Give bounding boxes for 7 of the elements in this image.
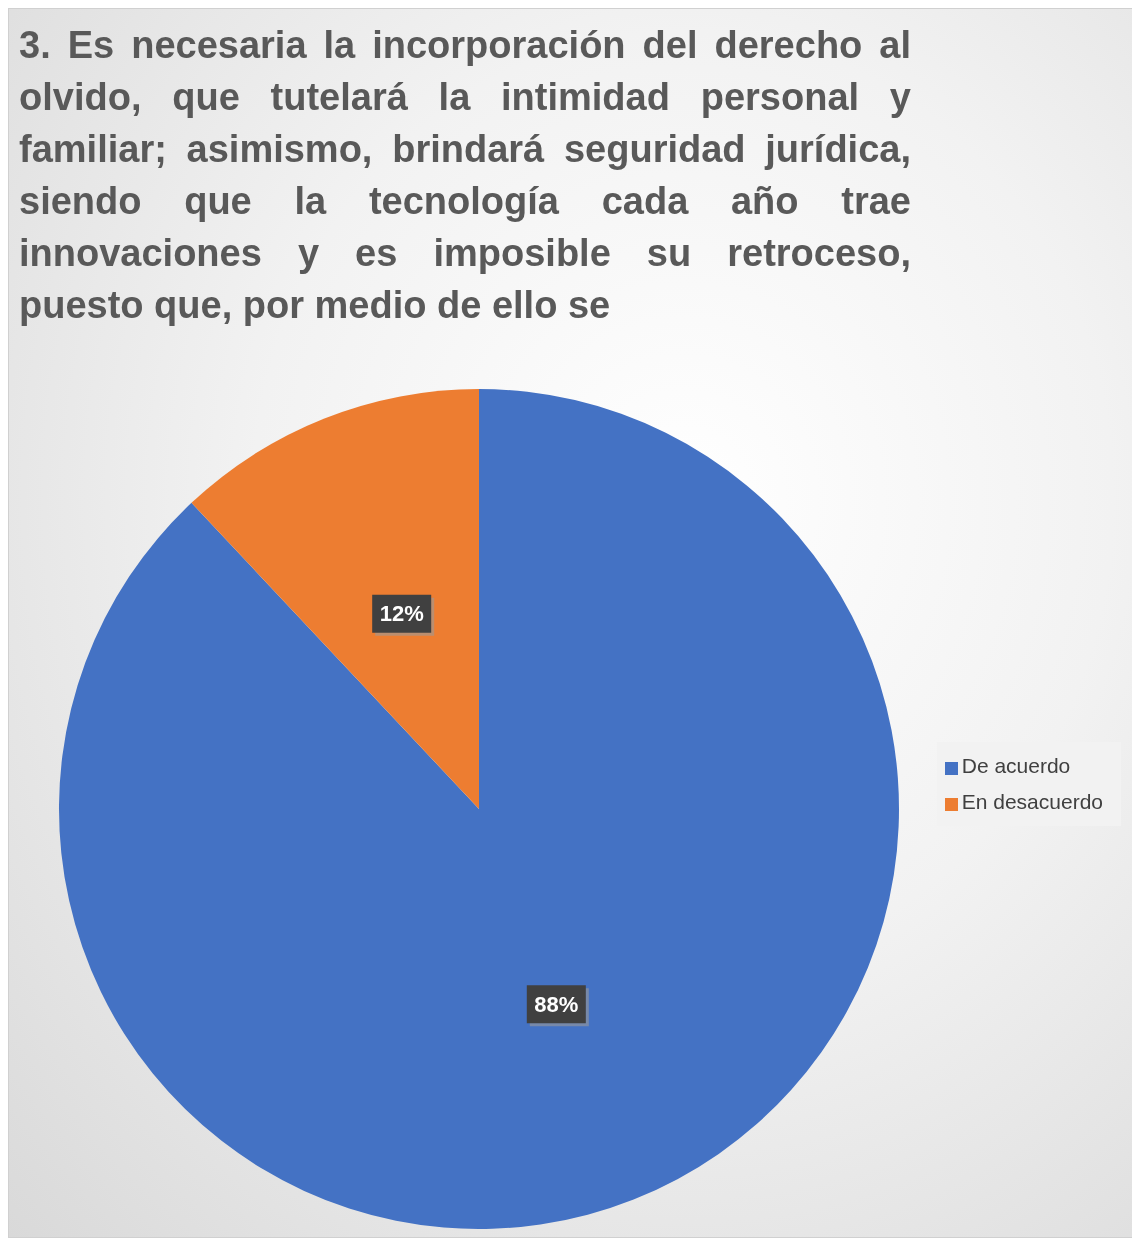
pie-slice (59, 389, 899, 1229)
data-label: 88% (534, 991, 579, 1017)
data-label: 12% (379, 601, 424, 627)
chart-title: 3. Es necesaria la incorporación del derecho al olvido, que tutelará la intimidad personal y familiar; asimismo, brindará seguridad jurídica, siendo que la tecnología cada año trae innovaciones y es imposible su retroceso, puesto que, por medio de ello se (19, 23, 911, 328)
legend-label: En desacuerdo (961, 790, 1103, 813)
pie-slice (191, 389, 479, 809)
legend-label: De acuerdo (961, 754, 1071, 777)
